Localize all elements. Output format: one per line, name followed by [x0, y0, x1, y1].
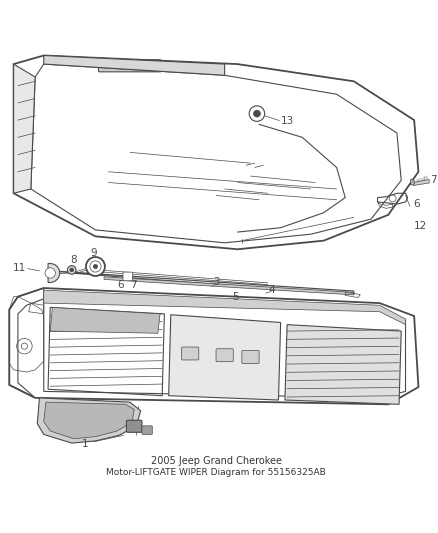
Polygon shape — [50, 308, 160, 333]
Polygon shape — [411, 179, 414, 185]
Text: 5: 5 — [232, 292, 239, 302]
Circle shape — [45, 268, 55, 278]
Text: 8: 8 — [71, 255, 77, 265]
Text: 12: 12 — [414, 221, 427, 231]
Polygon shape — [14, 64, 35, 193]
Polygon shape — [413, 180, 429, 185]
Polygon shape — [53, 271, 354, 294]
Text: 6: 6 — [413, 199, 420, 209]
Circle shape — [86, 257, 105, 276]
Text: 9: 9 — [90, 248, 97, 258]
Circle shape — [254, 110, 260, 117]
FancyBboxPatch shape — [99, 60, 161, 72]
Text: 2005 Jeep Grand Cherokee: 2005 Jeep Grand Cherokee — [151, 456, 282, 466]
Text: Motor-LIFTGATE WIPER Diagram for 55156325AB: Motor-LIFTGATE WIPER Diagram for 5515632… — [106, 468, 326, 477]
FancyBboxPatch shape — [216, 349, 233, 362]
Text: 3: 3 — [213, 278, 219, 287]
FancyBboxPatch shape — [123, 272, 132, 281]
FancyBboxPatch shape — [242, 351, 259, 364]
Text: 7: 7 — [130, 280, 137, 289]
Text: 6: 6 — [117, 280, 124, 289]
Circle shape — [93, 264, 98, 269]
Text: 11: 11 — [13, 263, 27, 273]
FancyBboxPatch shape — [127, 420, 142, 432]
Polygon shape — [44, 55, 225, 75]
Polygon shape — [48, 263, 60, 282]
Polygon shape — [37, 398, 141, 443]
Polygon shape — [285, 325, 401, 405]
Text: 1: 1 — [81, 439, 88, 449]
FancyBboxPatch shape — [142, 426, 152, 434]
FancyBboxPatch shape — [182, 347, 199, 360]
Circle shape — [67, 265, 76, 274]
Polygon shape — [44, 290, 406, 325]
Polygon shape — [169, 314, 281, 400]
Polygon shape — [104, 277, 354, 295]
Text: 13: 13 — [281, 116, 294, 126]
Text: 7: 7 — [431, 175, 437, 185]
Circle shape — [70, 268, 74, 272]
Polygon shape — [44, 402, 134, 439]
Text: 4: 4 — [268, 285, 276, 295]
